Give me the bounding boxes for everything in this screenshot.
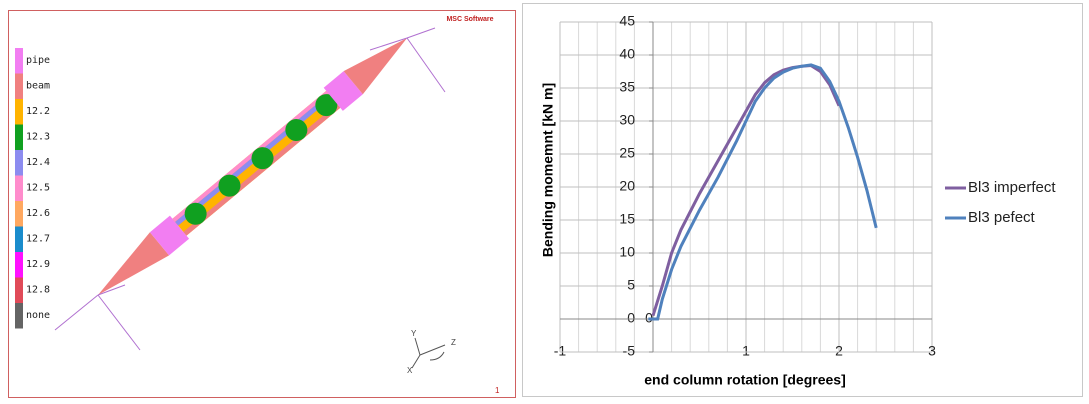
legend-label: Bl3 imperfect <box>968 179 1056 196</box>
page-number: 1 <box>495 386 500 395</box>
y-tick-label: 20 <box>619 178 635 194</box>
axis-label: Z <box>451 338 456 347</box>
legend-swatch <box>15 125 23 151</box>
legend-swatch <box>15 227 23 253</box>
model-panel <box>9 11 516 398</box>
legend-label: 12.7 <box>26 234 50 245</box>
legend-label: 12.5 <box>26 183 50 194</box>
chart-panel <box>523 4 1083 397</box>
figure: MSC Software pipe beam 12.2 12.3 12.4 12.5 12.… <box>0 0 1089 399</box>
y-tick-label: 45 <box>619 13 635 29</box>
legend-swatch <box>15 201 23 227</box>
legend-swatch <box>15 278 23 304</box>
x-tick-label: 1 <box>742 343 750 359</box>
y-axis-title: Bending momemnt [kN m] <box>540 83 556 257</box>
model-legend: pipe beam 12.2 12.3 12.4 12.5 12.6 12.7 12.9 12.8… <box>15 48 50 329</box>
logo: MSC Software <box>446 16 493 23</box>
legend-label: 12.9 <box>26 259 50 270</box>
y-tick-label: -5 <box>623 343 636 359</box>
x-tick-label: 3 <box>928 343 936 359</box>
legend-label: 12.4 <box>26 157 50 168</box>
x-tick-label: 2 <box>835 343 843 359</box>
legend-label: pipe <box>26 55 50 66</box>
legend-label: none <box>26 310 50 321</box>
axis-label: Y <box>411 329 417 338</box>
y-tick-label: 10 <box>619 244 635 260</box>
legend-swatch <box>15 176 23 202</box>
legend-swatch <box>15 99 23 125</box>
y-tick-label: 0 <box>627 310 635 326</box>
legend-label: 12.3 <box>26 132 50 143</box>
y-tick-label: 40 <box>619 46 635 62</box>
x-axis-title: end column rotation [degrees] <box>644 372 845 388</box>
y-tick-label: 30 <box>619 112 635 128</box>
legend-swatch <box>15 150 23 176</box>
legend-swatch <box>15 303 23 329</box>
legend-swatch <box>15 74 23 100</box>
legend-label: 12.2 <box>26 106 50 117</box>
legend-swatch <box>15 252 23 278</box>
y-tick-label: 35 <box>619 79 635 95</box>
legend-label: 12.6 <box>26 208 50 219</box>
x-tick-label: -1 <box>554 343 567 359</box>
axis-label: X <box>407 366 413 375</box>
legend-swatch <box>15 48 23 74</box>
y-tick-label: 25 <box>619 145 635 161</box>
legend-label: beam <box>26 81 50 92</box>
y-tick-label: 15 <box>619 211 635 227</box>
legend-label: Bl3 pefect <box>968 209 1036 226</box>
y-tick-label: 5 <box>627 277 635 293</box>
legend-label: 12.8 <box>26 285 50 296</box>
